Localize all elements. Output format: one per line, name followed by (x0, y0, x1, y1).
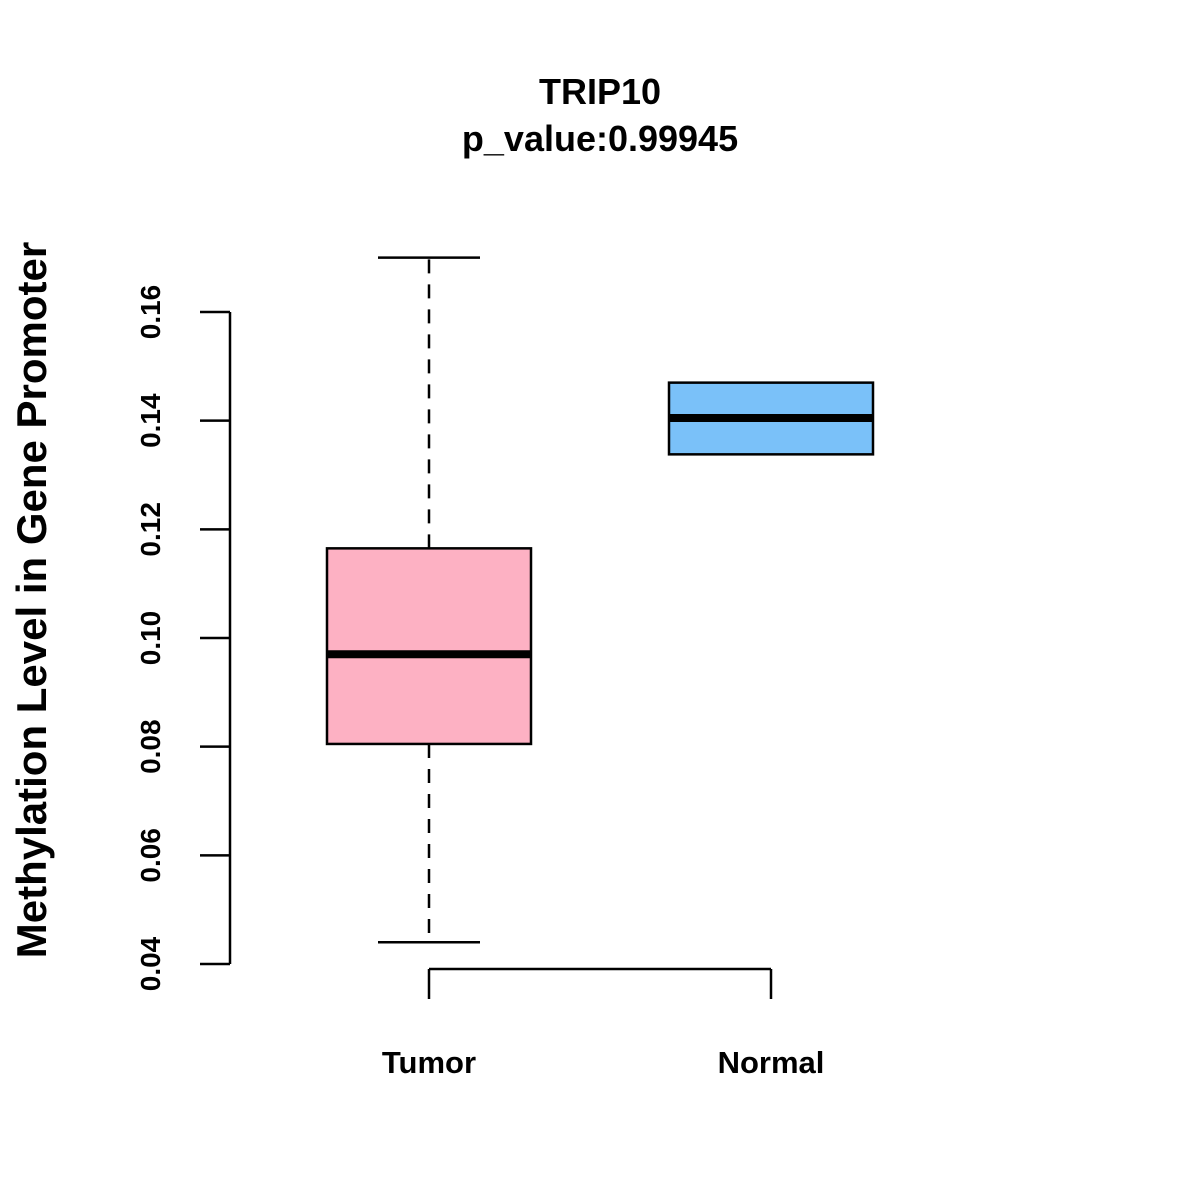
iqr-box (325, 547, 533, 746)
y-axis-label: Methylation Level in Gene Promoter (8, 242, 55, 958)
x-tick-label-tumor: Tumor (382, 1045, 476, 1080)
box-tumor (325, 256, 533, 944)
y-axis: 0.04 0.06 0.08 0.10 0.12 0.14 0.16 (135, 285, 232, 991)
y-tick-label: 0.06 (135, 828, 166, 883)
y-tick-label: 0.04 (135, 936, 166, 991)
y-tick-label: 0.10 (135, 611, 166, 666)
y-tick-label: 0.14 (135, 393, 166, 448)
y-tick-label: 0.16 (135, 285, 166, 340)
x-tick-label-normal: Normal (718, 1045, 825, 1080)
y-tick-label: 0.08 (135, 719, 166, 774)
chart-subtitle: p_value:0.99945 (462, 118, 738, 159)
y-tick-label: 0.12 (135, 502, 166, 557)
chart-title: TRIP10 (539, 71, 661, 112)
box-normal (667, 381, 875, 456)
boxes (325, 256, 875, 944)
x-axis: Tumor Normal (382, 967, 825, 1080)
